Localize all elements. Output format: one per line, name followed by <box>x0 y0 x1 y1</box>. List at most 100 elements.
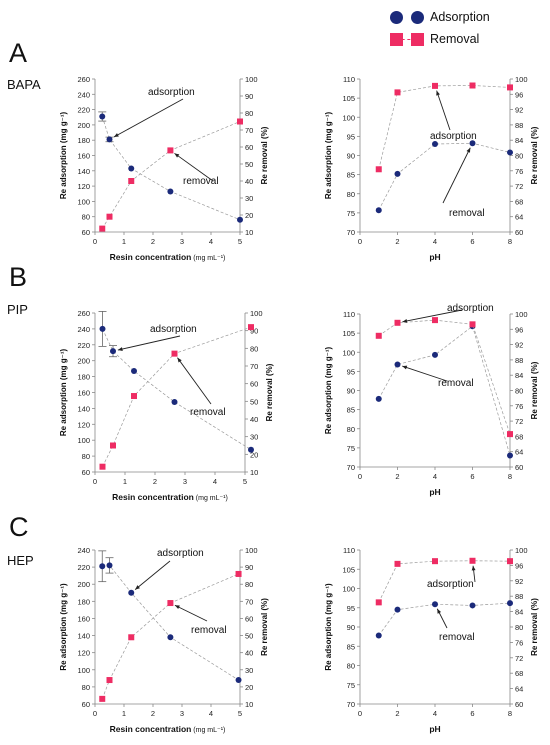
y2-tick-label: 64 <box>515 448 523 457</box>
adsorption-point <box>235 677 242 684</box>
y2-tick-label: 50 <box>245 160 253 169</box>
y2-tick-label: 80 <box>515 623 523 632</box>
y-axis-label: Re adsorption (mg g⁻¹) <box>324 583 333 671</box>
annotation-label: adsorption <box>157 548 204 559</box>
y-tick-label: 90 <box>347 387 355 396</box>
removal-point <box>507 431 513 438</box>
removal-point <box>394 89 401 96</box>
y2-tick-label: 100 <box>515 546 528 555</box>
y-tick-label: 75 <box>347 681 355 690</box>
legend-adsorption-label: Adsorption <box>430 10 490 24</box>
removal-point <box>375 599 382 606</box>
removal-point <box>432 558 438 565</box>
adsorption-point <box>99 563 106 570</box>
x-tick-label: 4 <box>433 237 437 246</box>
adsorption-point <box>110 348 116 355</box>
removal-point <box>375 166 382 173</box>
y-tick-label: 240 <box>77 325 90 334</box>
y-tick-label: 100 <box>77 197 90 206</box>
adsorption-point <box>507 600 513 607</box>
adsorption-point <box>394 170 401 177</box>
y2-tick-label: 10 <box>250 468 258 477</box>
y-tick-label: 180 <box>77 136 90 145</box>
y-tick-label: 200 <box>77 357 90 366</box>
y2-tick-label: 100 <box>250 309 263 318</box>
x-tick-label: 1 <box>122 237 126 246</box>
removal-point <box>99 463 106 470</box>
x-tick-label: 0 <box>358 472 362 481</box>
y-tick-label: 220 <box>77 563 90 572</box>
annotation-arrow <box>402 309 463 323</box>
y-axis-label: Re adsorption (mg g⁻¹) <box>324 112 333 200</box>
y-tick-label: 120 <box>77 182 90 191</box>
y2-tick-label: 80 <box>515 387 523 396</box>
y2-tick-label: 100 <box>515 75 528 84</box>
y-tick-label: 70 <box>347 228 355 237</box>
removal-point <box>171 350 178 357</box>
x-axis-label: Resin concentration (mg mL⁻¹) <box>110 252 226 262</box>
y2-tick-label: 92 <box>515 341 523 350</box>
y2-tick-label: 30 <box>245 666 253 675</box>
y-axis-label: Re adsorption (mg g⁻¹) <box>324 347 333 435</box>
x-tick-label: 4 <box>209 237 213 246</box>
y2-axis-label: Re removal (%) <box>265 363 274 421</box>
x-tick-label: 6 <box>470 472 474 481</box>
x-tick-label: 6 <box>470 709 474 718</box>
adsorption-point <box>167 188 174 195</box>
adsorption-series-line <box>378 602 511 636</box>
y2-tick-label: 76 <box>515 402 523 411</box>
y2-tick-label: 68 <box>515 432 523 441</box>
removal-point <box>235 570 242 577</box>
annotation-arrowhead <box>174 153 180 158</box>
y2-tick-label: 20 <box>245 683 253 692</box>
y2-tick-label: 70 <box>245 597 253 606</box>
y2-tick-label: 10 <box>245 228 253 237</box>
adsorption-point <box>248 446 254 453</box>
y-tick-label: 80 <box>347 190 355 199</box>
y2-tick-label: 70 <box>250 362 258 371</box>
adsorption-point <box>99 113 106 120</box>
adsorption-point <box>99 325 106 332</box>
removal-point <box>507 558 513 565</box>
y-tick-label: 110 <box>343 310 355 319</box>
x-axis-label: Resin concentration (mg mL⁻¹) <box>112 492 228 502</box>
y-tick-label: 95 <box>347 132 355 141</box>
annotation-label: removal <box>190 407 226 418</box>
annotation-label: adsorption <box>430 131 477 142</box>
y-tick-label: 220 <box>77 341 90 350</box>
row-letter-c: C <box>9 512 29 542</box>
adsorption-point <box>507 452 513 459</box>
removal-point <box>394 319 401 326</box>
y2-tick-label: 76 <box>515 167 523 176</box>
annotation-arrowhead <box>174 605 180 610</box>
x-axis-label: pH <box>429 252 440 262</box>
x-axis-label: pH <box>429 487 440 497</box>
annotation-label: removal <box>449 208 485 219</box>
y-tick-label: 85 <box>347 406 355 415</box>
adsorption-point <box>469 140 476 147</box>
x-tick-label: 1 <box>122 709 126 718</box>
annotation-label: adsorption <box>447 303 494 314</box>
removal-point <box>106 213 113 220</box>
y2-tick-label: 40 <box>245 649 253 658</box>
y2-tick-label: 10 <box>245 700 253 709</box>
x-tick-label: 3 <box>180 237 184 246</box>
adsorption-point <box>128 165 135 172</box>
y2-tick-label: 88 <box>515 356 523 365</box>
y2-tick-label: 76 <box>515 638 523 647</box>
y2-tick-label: 84 <box>515 371 523 380</box>
x-tick-label: 8 <box>508 472 512 481</box>
y-tick-label: 160 <box>77 389 90 398</box>
y2-tick-label: 84 <box>515 136 523 145</box>
y2-tick-label: 64 <box>515 213 523 222</box>
y2-tick-label: 60 <box>515 228 523 237</box>
removal-point <box>99 695 106 702</box>
x-tick-label: 0 <box>93 237 97 246</box>
y-tick-label: 95 <box>347 604 355 613</box>
x-tick-label: 8 <box>508 709 512 718</box>
adsorption-point <box>106 136 113 143</box>
annotation-label: removal <box>191 625 227 636</box>
adsorption-point <box>394 361 401 368</box>
